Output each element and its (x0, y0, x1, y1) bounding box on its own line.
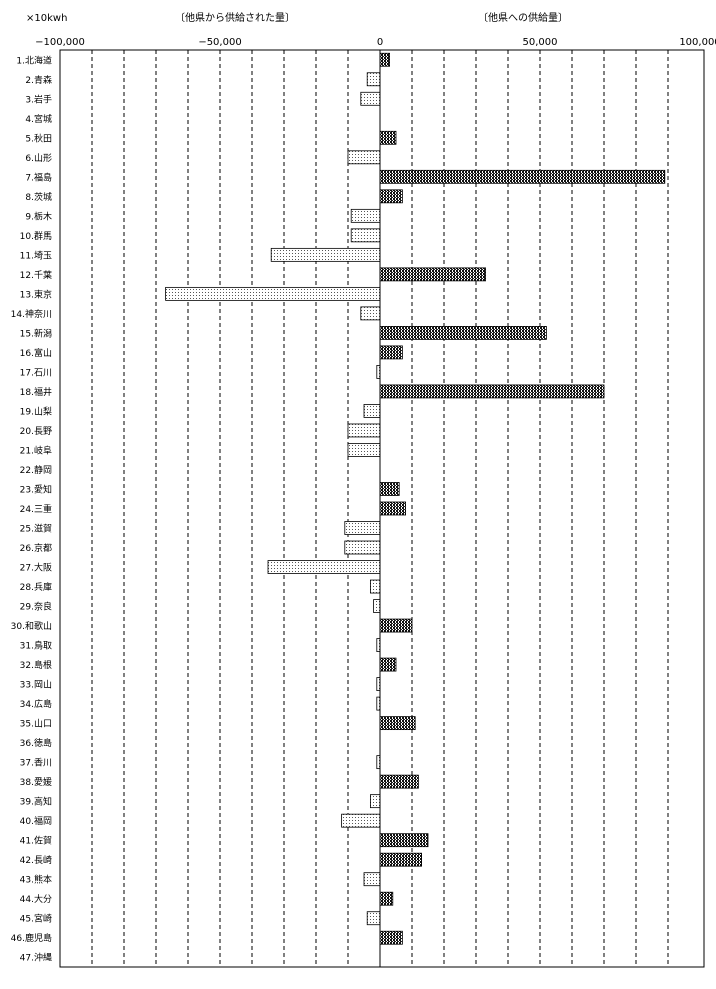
category-label: 18.福井 (20, 386, 52, 398)
category-label: 14.神奈川 (11, 308, 52, 320)
category-label: 42.長崎 (20, 854, 52, 866)
x-tick-label: 100,000 (679, 37, 716, 48)
category-label: 44.大分 (20, 893, 52, 905)
category-label: 47.沖縄 (20, 952, 52, 964)
bar-supplied-from-other (344, 540, 381, 555)
bar-supplied-from-other (369, 579, 381, 594)
category-label: 27.大阪 (20, 562, 52, 574)
bar-supplied-from-other (366, 911, 381, 926)
category-label: 33.岡山 (20, 680, 52, 691)
category-label: 5.秋田 (25, 132, 52, 144)
category-label: 16.富山 (20, 347, 52, 359)
category-label: 15.新潟 (20, 327, 52, 339)
category-label: 29.奈良 (20, 601, 52, 613)
bar-supply-to-other (379, 716, 416, 731)
bar-supplied-from-other (366, 72, 381, 87)
category-label: 24.三重 (20, 503, 52, 515)
category-labels: 1.北海道 2.青森 3.岩手 4.宮城 5.秋田 6.山形 7.福島 8.茨城 9.栃木 10.… (11, 54, 52, 963)
bar-supplied-from-other (347, 423, 381, 438)
category-label: 39.高知 (20, 796, 52, 808)
category-label: 28.兵庫 (20, 581, 52, 593)
category-label: 36.徳島 (20, 737, 52, 749)
category-label: 8.茨城 (25, 191, 52, 203)
category-label: 17.石川 (20, 368, 52, 378)
bar-supplied-from-other (350, 208, 381, 223)
category-label: 32.島根 (20, 659, 52, 671)
category-label: 9.栃木 (25, 210, 52, 222)
bar-supply-to-other (379, 267, 486, 282)
category-label: 3.岩手 (25, 93, 52, 105)
bar-supplied-from-other (363, 404, 381, 418)
x-axis-tick-labels: −100,000 −50,000 0 50,000 100,000 (35, 37, 716, 48)
bar-supplied-from-other (270, 247, 381, 262)
category-label: 34.広島 (20, 698, 52, 710)
bar-supply-to-other (379, 326, 547, 340)
category-label: 43.熊本 (20, 874, 52, 886)
bar-supplied-from-other (344, 521, 381, 535)
x-tick-label: −100,000 (35, 37, 85, 48)
category-label: 10.群馬 (20, 230, 52, 242)
negative-header: 〔他県から供給された量〕 (175, 11, 295, 24)
bar-supply-to-other (379, 130, 397, 145)
category-label: 46.鹿児島 (11, 932, 52, 944)
category-label: 25.滋賀 (20, 523, 52, 535)
bar-supply-to-other (379, 482, 400, 496)
category-label: 35.山口 (20, 719, 52, 730)
category-label: 23.愛知 (20, 483, 52, 495)
x-tick-label: 0 (377, 37, 383, 48)
category-label: 12.千葉 (20, 269, 52, 281)
x-tick-label: 50,000 (523, 37, 558, 48)
bar-supply-to-other (379, 52, 391, 67)
bar-supply-to-other (379, 657, 397, 672)
category-label: 21.岐阜 (20, 444, 52, 456)
bar-supply-to-other (379, 345, 403, 360)
category-label: 4.宮城 (25, 113, 52, 125)
category-label: 31.鳥取 (20, 640, 52, 652)
bar-supply-to-other (379, 169, 666, 184)
unit-label: ×10kwh (26, 13, 67, 24)
bars (165, 52, 666, 945)
category-label: 7.福島 (25, 171, 52, 183)
category-label: 41.佐賀 (20, 835, 52, 847)
category-label: 45.宮崎 (20, 913, 52, 925)
category-label: 26.京都 (20, 542, 52, 554)
category-label: 37.香川 (20, 758, 52, 769)
category-label: 40.福岡 (20, 815, 52, 827)
category-label: 1.北海道 (16, 54, 52, 66)
bar-supplied-from-other (267, 560, 381, 574)
bar-supplied-from-other (373, 599, 381, 613)
bar-supplied-from-other (363, 872, 381, 887)
bar-supplied-from-other (341, 813, 381, 828)
bar-supply-to-other (379, 618, 413, 633)
category-label: 20.長野 (20, 426, 52, 437)
category-label: 11.埼玉 (20, 249, 52, 261)
plot-frame (59, 49, 705, 968)
bar-supply-to-other (379, 852, 422, 867)
bar-supply-to-other (379, 501, 407, 516)
bar-supply-to-other (379, 833, 429, 848)
bar-supplied-from-other (369, 794, 381, 809)
category-label: 13.東京 (20, 288, 52, 300)
bar-supply-to-other (379, 891, 394, 906)
category-label: 2.青森 (25, 74, 52, 86)
bar-supply-to-other (379, 189, 403, 204)
category-label: 6.山形 (25, 152, 52, 164)
bar-supply-to-other (379, 774, 419, 789)
positive-header: 〔他県への供給量〕 (478, 11, 568, 24)
bar-supplied-from-other (360, 306, 381, 321)
category-label: 38.愛媛 (20, 776, 52, 788)
bar-supply-to-other (379, 384, 605, 399)
bar-supplied-from-other (347, 443, 381, 457)
bar-supply-to-other (379, 930, 403, 945)
bar-supplied-from-other (347, 150, 381, 165)
bar-supplied-from-other (350, 228, 381, 243)
category-label: 22.静岡 (20, 464, 52, 476)
vertical-gridlines (91, 50, 669, 967)
bar-supplied-from-other (165, 286, 381, 301)
x-tick-label: −50,000 (198, 37, 241, 48)
category-label: 19.山梨 (20, 405, 52, 417)
category-label: 30.和歌山 (11, 620, 52, 632)
bar-supplied-from-other (360, 91, 381, 106)
